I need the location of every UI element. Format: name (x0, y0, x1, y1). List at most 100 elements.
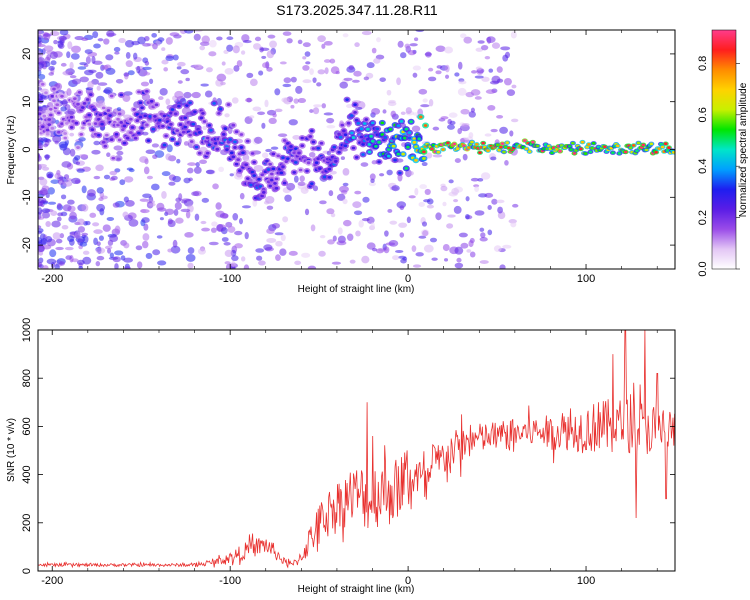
spectrogram-speckle (199, 159, 208, 164)
spectrogram-speckle (336, 240, 347, 246)
spectrogram-speckle (342, 33, 349, 38)
spectrogram-speckle (229, 173, 234, 177)
spectrogram-ridge-core (162, 114, 167, 118)
spectrogram-speckle (432, 154, 443, 158)
spectrogram-ridge-core (474, 142, 479, 146)
spectrogram-ridge-core (121, 128, 125, 132)
spectrogram-speckle (145, 252, 153, 260)
spectrogram-speckle (133, 52, 138, 60)
spectrogram-speckle (57, 212, 64, 217)
spectrogram-speckle (38, 106, 43, 112)
spectrogram-speckle (489, 80, 500, 85)
spectrogram-speckle (232, 45, 240, 54)
spectrogram-speckle (202, 125, 207, 131)
spectrogram-ridge-core (399, 119, 404, 123)
spectrogram-ridge-core (286, 142, 290, 145)
spectrogram-ridge-core (111, 156, 116, 160)
x-tick-label: -200 (41, 575, 63, 587)
spectrogram-speckle (185, 210, 191, 219)
spectrogram-speckle (368, 181, 376, 187)
spectrogram-ridge-core (249, 183, 253, 187)
spectrogram-speckle (58, 141, 69, 149)
spectrogram-speckle (92, 31, 99, 39)
spectrogram-speckle (254, 36, 262, 42)
spectrogram-speckle (208, 39, 217, 48)
spectrogram-speckle (362, 196, 370, 203)
spectrogram-speckle (95, 261, 101, 267)
spectrogram-speckle (396, 77, 401, 86)
spectrogram-speckle (422, 98, 428, 103)
spectrogram-speckle (444, 258, 449, 262)
spectrogram-ridge-core (466, 146, 471, 149)
spectrogram-speckle (38, 207, 43, 215)
spectrogram-speckle (258, 70, 264, 76)
spectrogram-ridge-core (137, 131, 141, 135)
spectrogram-ridge-core (279, 171, 284, 175)
spectrogram-speckle (369, 173, 376, 181)
spectrogram-ridge-core (258, 185, 263, 188)
spectrogram-ridge-core (567, 144, 572, 148)
spectrogram-ridge-core (63, 136, 68, 140)
spectrogram-speckle (354, 42, 360, 48)
spectrogram-ridge-core (281, 156, 285, 160)
spectrogram-speckle (249, 115, 255, 119)
spectrogram-speckle (40, 188, 48, 196)
spectrogram-speckle (216, 98, 222, 106)
spectrogram-speckle (47, 201, 57, 205)
spectrogram-speckle (487, 105, 496, 111)
spectrogram-speckle (66, 178, 73, 182)
spectrogram-ridge-core (531, 140, 535, 144)
spectrogram-speckle (49, 51, 58, 59)
spectrogram-speckle (66, 88, 72, 96)
spectrogram-ridge-core (316, 146, 321, 150)
spectrogram-speckle (236, 60, 243, 67)
spectrogram-speckle (290, 104, 295, 109)
spectrogram-speckle (97, 38, 104, 42)
spectrogram-ridge-core (119, 93, 124, 97)
spectrogram-ridge-core (628, 146, 633, 150)
spectrogram-ridge-core (101, 140, 106, 144)
spectrogram-speckle (163, 67, 169, 72)
spectrogram-speckle (49, 31, 60, 37)
spectrogram-ridge-core (177, 104, 181, 108)
spectrogram-ridge-core (154, 103, 159, 107)
spectrogram-ridge-core (367, 143, 372, 146)
spectrogram-speckle (309, 68, 314, 75)
spectrogram-speckle (425, 152, 433, 159)
spectrogram-speckle (408, 195, 416, 199)
spectrogram-ridge-core (87, 113, 92, 117)
spectrogram-ridge-core (361, 153, 365, 156)
spectrogram-speckle (173, 208, 179, 216)
spectrogram-speckle (241, 205, 252, 209)
spectrogram-ridge-core (41, 125, 45, 129)
spectrogram-speckle (293, 98, 299, 104)
spectrogram-ridge-core (42, 114, 47, 118)
spectrogram-speckle (282, 216, 289, 223)
spectrogram-speckle (234, 173, 243, 180)
spectrogram-ridge-core (332, 145, 337, 149)
spectrogram-speckle (509, 130, 514, 137)
spectrogram-ridge-core (362, 122, 367, 125)
spectrogram-speckle (125, 60, 133, 68)
spectrogram-ridge-core (217, 111, 221, 115)
spectrogram-speckle (38, 257, 44, 264)
spectrogram-speckle (123, 91, 133, 96)
spectrogram-speckle (194, 64, 203, 69)
spectrogram-speckle (114, 225, 121, 234)
spectrogram-speckle (116, 107, 122, 112)
spectrogram-speckle (358, 220, 364, 228)
spectrogram-speckle (85, 56, 91, 65)
spectrogram-speckle (487, 229, 493, 236)
spectrogram-speckle (485, 89, 496, 94)
spectrogram-speckle (38, 73, 46, 80)
spectrogram-speckle (97, 82, 108, 86)
spectrogram-ridge-core (414, 158, 418, 162)
spectrogram-speckle (226, 36, 234, 41)
spectrogram-speckle (43, 45, 54, 52)
spectrogram-speckle (60, 194, 67, 200)
spectrogram-speckle (323, 112, 334, 116)
spectrogram-speckle (366, 242, 376, 250)
spectrogram-speckle (156, 202, 165, 211)
spectrogram-speckle (137, 36, 146, 45)
spectrogram-ridge-core (282, 181, 287, 185)
